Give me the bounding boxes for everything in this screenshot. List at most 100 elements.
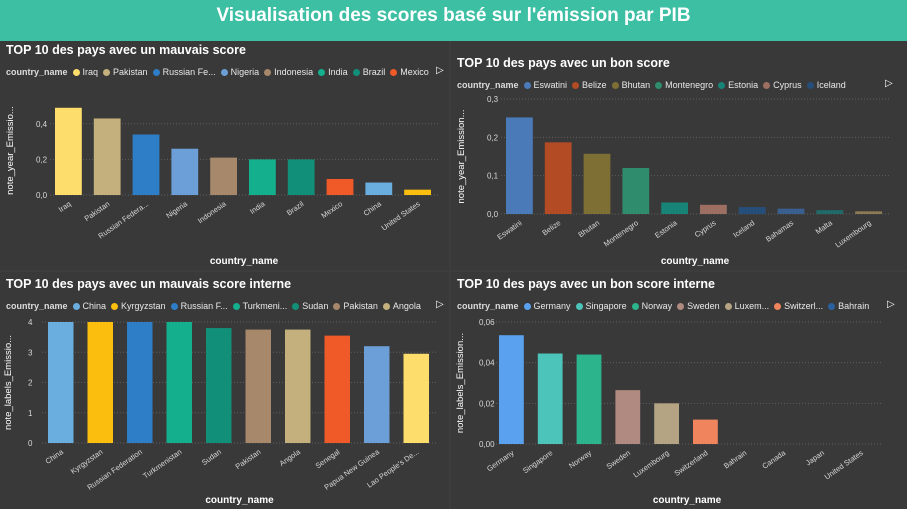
legend-item[interactable]: Eswatini <box>523 80 567 90</box>
legend-next-arrow-icon[interactable]: ▷ <box>887 299 895 310</box>
legend-item[interactable]: Singapore <box>575 301 627 311</box>
bar[interactable] <box>166 322 193 443</box>
legend-item[interactable]: Bhutan <box>611 80 651 90</box>
bar[interactable] <box>576 354 602 444</box>
bar[interactable] <box>404 189 431 195</box>
bar[interactable] <box>583 153 611 214</box>
bar[interactable] <box>661 202 688 215</box>
bar[interactable] <box>693 419 718 444</box>
bar[interactable] <box>777 208 805 214</box>
y-tick-label: 2 <box>28 379 33 388</box>
bar[interactable] <box>855 211 882 214</box>
y-tick-label: 0,0 <box>36 191 48 200</box>
legend-item[interactable]: Angola <box>382 301 421 311</box>
legend-item[interactable]: Brazil <box>352 67 385 77</box>
y-tick-label: 0,4 <box>36 120 48 129</box>
legend-item[interactable]: Bahrain <box>828 301 869 311</box>
legend-label: Bahrain <box>838 301 870 311</box>
bar[interactable] <box>87 322 114 443</box>
legend-item[interactable]: Norway <box>631 301 673 311</box>
bar[interactable] <box>127 322 153 443</box>
legend-swatch <box>631 302 639 310</box>
legend-item[interactable]: Cyprus <box>763 80 802 90</box>
legend-next-arrow-icon[interactable]: ▷ <box>436 65 444 76</box>
bar[interactable] <box>206 328 232 443</box>
bar[interactable] <box>499 335 524 444</box>
bar[interactable] <box>326 178 354 195</box>
bar[interactable] <box>324 335 351 443</box>
legend-item[interactable]: China <box>72 301 106 311</box>
legend-label: Iraq <box>82 67 99 77</box>
bar[interactable] <box>55 107 82 195</box>
bar[interactable] <box>700 204 727 214</box>
bar[interactable] <box>365 182 393 195</box>
legend-label: Kyrgyzstan <box>121 301 166 311</box>
bar[interactable] <box>48 322 74 443</box>
bar[interactable] <box>816 210 844 214</box>
legend-item[interactable]: Mexico <box>390 67 429 77</box>
legend-item[interactable]: Indonesia <box>264 67 313 77</box>
y-tick-label: 0,00 <box>479 440 495 449</box>
legend-label: Angola <box>392 301 421 311</box>
legend-item[interactable]: Sudan <box>292 301 328 311</box>
legend-swatch <box>318 68 326 76</box>
y-tick-label: 4 <box>28 318 33 327</box>
bar[interactable] <box>93 118 121 195</box>
legend-item[interactable]: Nigeria <box>220 67 260 77</box>
bar[interactable] <box>210 157 237 195</box>
legend-item[interactable]: Kyrgyzstan <box>111 301 166 311</box>
bar[interactable] <box>506 117 533 214</box>
bar[interactable] <box>287 159 315 195</box>
x-tick-label: Norway <box>567 448 593 470</box>
legend-item[interactable]: Luxem... <box>724 301 769 311</box>
legend-label: Norway <box>641 301 673 311</box>
legend-item[interactable]: Belize <box>572 80 607 90</box>
legend-item[interactable]: Estonia <box>718 80 758 90</box>
x-tick-label: Cyprus <box>693 218 718 239</box>
legend-item[interactable]: Russian Fe... <box>152 67 216 77</box>
legend-swatch <box>264 68 272 76</box>
chart-legend: country_name China Kyrgyzstan Russian F...… <box>6 300 430 312</box>
bar[interactable] <box>403 353 430 443</box>
bar[interactable] <box>364 346 390 443</box>
y-tick-label: 0,2 <box>36 155 48 164</box>
legend-item[interactable]: Sweden <box>677 301 720 311</box>
bar[interactable] <box>171 148 199 195</box>
bar[interactable] <box>738 207 766 214</box>
x-tick-label: Eswatini <box>495 218 523 242</box>
legend-title: country_name <box>6 301 68 311</box>
bar[interactable] <box>132 134 160 195</box>
legend-item[interactable]: Pakistan <box>333 301 378 311</box>
x-tick-label: Senegal <box>314 447 342 470</box>
chart-panel-bad-internal-score: TOP 10 des pays avec un mauvais score in… <box>0 272 449 509</box>
bar[interactable] <box>245 329 272 443</box>
bar[interactable] <box>537 353 563 444</box>
legend-label: Bhutan <box>621 80 651 90</box>
legend-next-arrow-icon[interactable]: ▷ <box>436 299 444 310</box>
legend-item[interactable]: India <box>318 67 348 77</box>
bar[interactable] <box>622 168 650 214</box>
legend-item[interactable]: Switzerl... <box>774 301 823 311</box>
bar[interactable] <box>285 329 311 443</box>
legend-item[interactable]: Montenegro <box>655 80 713 90</box>
legend-label: Nigeria <box>230 67 260 77</box>
bar[interactable] <box>654 403 679 444</box>
legend-swatch <box>111 302 119 310</box>
bar[interactable] <box>544 142 572 214</box>
legend-swatch <box>806 81 814 89</box>
bar[interactable] <box>249 159 276 195</box>
y-axis-label: note_year_Emissio... <box>5 106 16 195</box>
bar[interactable] <box>615 390 641 444</box>
legend-item[interactable]: Russian F... <box>170 301 228 311</box>
legend-swatch <box>572 81 580 89</box>
legend-swatch <box>333 302 341 310</box>
legend-item[interactable]: Turkmeni... <box>232 301 287 311</box>
legend-item[interactable]: Pakistan <box>103 67 148 77</box>
legend-item[interactable]: Iraq <box>72 67 99 77</box>
legend-item[interactable]: Iceland <box>806 80 846 90</box>
legend-item[interactable]: Germany <box>523 301 571 311</box>
chart-panel-good-internal-score: TOP 10 des pays avec un bon score intern… <box>451 272 907 509</box>
legend-title: country_name <box>457 80 519 90</box>
x-tick-label: Sudan <box>200 447 223 467</box>
legend-next-arrow-icon[interactable]: ▷ <box>885 78 893 89</box>
